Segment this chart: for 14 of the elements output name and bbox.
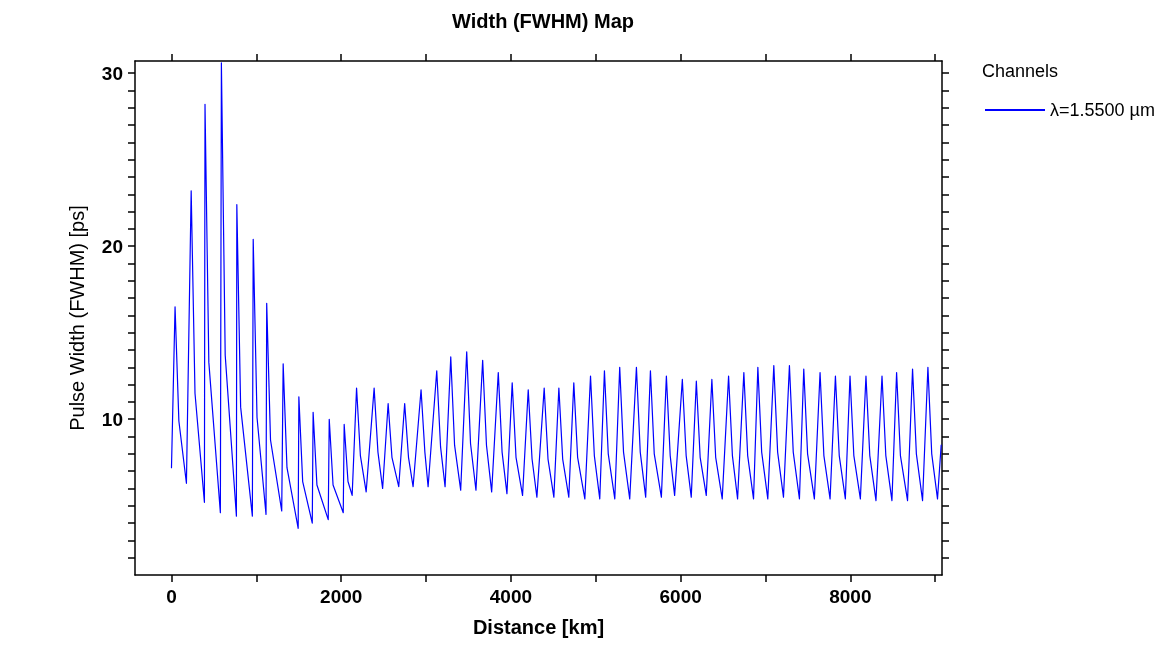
x-axis-title: Distance [km] bbox=[472, 616, 605, 638]
x-tick-label: 8000 bbox=[829, 586, 872, 607]
line-series bbox=[170, 62, 942, 529]
legend-title: Channels bbox=[982, 61, 1059, 81]
x-tick-label: 6000 bbox=[659, 586, 702, 607]
x-tick-label: 0 bbox=[166, 586, 177, 607]
chart-title: Width (FWHM) Map bbox=[452, 10, 634, 32]
y-tick-label: 30 bbox=[101, 62, 123, 84]
x-tick-label: 4000 bbox=[489, 586, 533, 607]
y-axis-title: Pulse Width (FWHM) [ps] bbox=[66, 205, 88, 431]
y-tick-label: 10 bbox=[101, 408, 123, 430]
x-tick-label: 2000 bbox=[320, 586, 363, 607]
y-tick-label: 20 bbox=[101, 235, 123, 257]
legend-label: λ=1.5500 µm bbox=[1050, 100, 1155, 120]
